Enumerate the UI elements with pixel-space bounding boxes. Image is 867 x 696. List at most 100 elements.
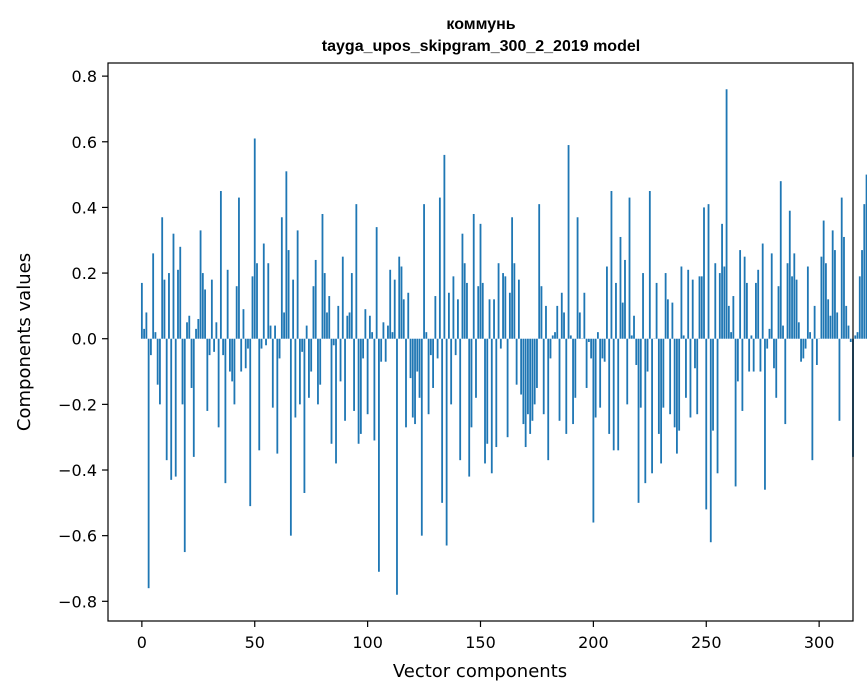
bar <box>400 266 403 339</box>
bar <box>612 338 615 451</box>
bar <box>425 332 428 339</box>
bar <box>560 292 563 339</box>
bar <box>829 315 832 339</box>
bar <box>470 338 473 428</box>
bar <box>407 292 410 339</box>
bar <box>678 338 681 431</box>
bar <box>603 338 606 362</box>
bar <box>630 335 633 339</box>
bar <box>280 217 283 339</box>
bar <box>294 338 297 418</box>
bar <box>238 197 240 339</box>
bar <box>556 305 559 339</box>
bar <box>219 191 222 339</box>
plot-area-frame <box>107 62 854 622</box>
bar <box>527 338 529 415</box>
bar <box>840 197 843 339</box>
x-tick-label: 200 <box>578 633 609 652</box>
bar <box>373 338 376 441</box>
bar <box>490 338 493 474</box>
bar <box>438 197 441 339</box>
bar <box>143 328 146 339</box>
x-tick-label: 50 <box>245 633 265 652</box>
bar <box>201 273 204 339</box>
bar <box>502 273 504 339</box>
bar <box>168 273 170 339</box>
bar <box>159 338 161 405</box>
bar <box>271 338 274 408</box>
bar <box>865 174 867 339</box>
bar <box>707 204 710 339</box>
bar <box>786 263 789 339</box>
bar <box>382 322 385 339</box>
bar <box>204 289 206 339</box>
bar <box>308 338 310 398</box>
bar <box>822 220 825 339</box>
bar <box>321 213 324 339</box>
bar <box>545 305 547 339</box>
bar <box>303 338 306 493</box>
bar <box>172 233 175 339</box>
bar <box>642 273 644 339</box>
bar <box>371 332 374 339</box>
bar <box>195 328 197 339</box>
bar <box>317 338 319 405</box>
bar <box>849 338 852 342</box>
bar <box>802 338 805 359</box>
bar <box>768 328 771 339</box>
bar <box>536 338 538 388</box>
bar <box>601 338 604 359</box>
bar <box>208 338 211 356</box>
bar <box>276 338 279 454</box>
bar <box>432 338 434 388</box>
y-tick-label: 0.4 <box>72 198 97 217</box>
y-tick-label: −0.6 <box>58 527 97 546</box>
bar <box>466 282 468 339</box>
bar <box>206 338 209 411</box>
bar <box>197 319 200 339</box>
bar <box>748 338 751 372</box>
bar <box>845 305 848 339</box>
bar <box>391 332 394 339</box>
bar <box>739 250 742 339</box>
bar <box>350 273 353 339</box>
bar <box>843 236 845 339</box>
bar <box>775 338 778 398</box>
bar <box>671 302 674 339</box>
bar <box>861 250 863 339</box>
bar <box>436 338 439 359</box>
x-tick-label: 100 <box>352 633 383 652</box>
bar <box>247 338 249 349</box>
bar <box>811 338 814 461</box>
bar <box>538 204 541 339</box>
y-tick-label: 0.8 <box>72 67 97 86</box>
bar <box>414 338 416 425</box>
bar <box>233 338 236 405</box>
bar <box>782 325 784 339</box>
bar <box>434 296 437 339</box>
bar <box>714 263 717 339</box>
bar <box>192 338 195 457</box>
bar <box>387 325 389 339</box>
bar <box>287 250 290 339</box>
x-tick-label: 300 <box>804 633 835 652</box>
bar <box>628 197 631 339</box>
bar <box>484 338 486 464</box>
bar <box>549 338 552 359</box>
y-tick-label: −0.8 <box>58 592 97 611</box>
bar <box>199 230 202 339</box>
bar <box>863 204 866 339</box>
bar <box>531 338 534 421</box>
x-tick-label: 0 <box>137 633 147 652</box>
bar <box>599 338 602 408</box>
bar <box>213 338 216 352</box>
bar <box>572 338 574 425</box>
bar <box>398 256 401 339</box>
chart-title: коммунь <box>446 16 515 33</box>
bar <box>145 312 148 339</box>
bar <box>156 338 159 385</box>
bar <box>750 335 753 339</box>
bar <box>664 273 667 339</box>
bar <box>788 210 791 339</box>
bar <box>251 276 254 339</box>
